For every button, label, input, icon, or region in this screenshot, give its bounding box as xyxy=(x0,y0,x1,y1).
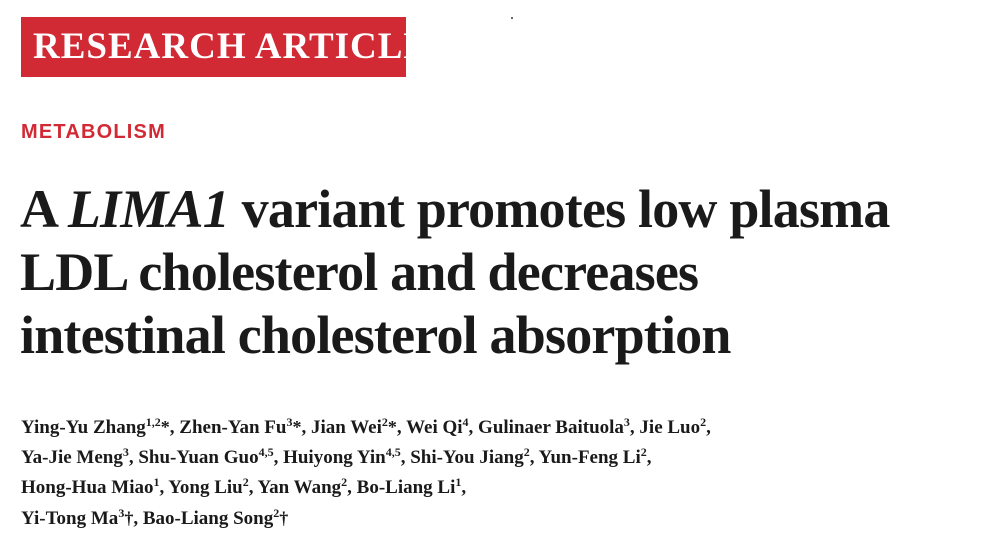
author-name: Huiyong Yin xyxy=(283,447,386,468)
author-entry: Yan Wang2, xyxy=(257,475,357,498)
author-entry: Jian Wei2*, xyxy=(310,415,407,438)
author-affiliation: 2 xyxy=(242,475,249,489)
author-affiliation: 2 xyxy=(273,506,280,520)
author-separator: , xyxy=(169,417,180,438)
author-separator: , xyxy=(396,417,407,438)
title-line-3: intestinal cholesterol absorption xyxy=(20,305,731,365)
title-gene-name: LIMA1 xyxy=(67,179,230,239)
author-affiliation: 1,2 xyxy=(145,415,161,429)
author-name: Yan Wang xyxy=(257,477,342,498)
author-name: Shi-You Jiang xyxy=(410,447,524,468)
author-separator: , xyxy=(133,508,143,529)
author-entry: Shi-You Jiang2, xyxy=(410,445,539,468)
author-name: Yi-Tong Ma xyxy=(21,508,119,529)
author-note-mark: * xyxy=(292,417,302,437)
author-affiliation: 2 xyxy=(381,415,388,429)
author-note-mark: * xyxy=(160,417,170,437)
author-list: Ying-Yu Zhang1,2*, Zhen-Yan Fu3*, Jian W… xyxy=(21,412,996,534)
author-affiliation: 4,5 xyxy=(385,445,401,459)
author-line: Ya-Jie Meng3, Shu-Yuan Guo4,5, Huiyong Y… xyxy=(21,443,996,473)
author-entry: Gulinaer Baituola3, xyxy=(478,415,640,438)
author-line: Ying-Yu Zhang1,2*, Zhen-Yan Fu3*, Jian W… xyxy=(21,412,996,443)
author-separator: , xyxy=(128,447,139,468)
author-separator: , xyxy=(400,447,411,468)
author-entry: Wei Qi4, xyxy=(406,415,479,438)
author-affiliation: 3 xyxy=(623,415,630,429)
author-affiliation: 2 xyxy=(341,475,348,489)
article-type-label: RESEARCH ARTICLE xyxy=(33,26,430,67)
author-entry: Bao-Liang Song2† xyxy=(142,506,289,529)
title-line-1-rest: variant promotes low plasma xyxy=(228,179,891,239)
author-affiliation: 4 xyxy=(462,415,469,429)
title-line-1: A LIMA1 variant promotes low plasma xyxy=(20,178,1005,241)
author-name: Wei Qi xyxy=(406,417,463,438)
author-entry: Yong Liu2, xyxy=(168,475,258,498)
title-line-2: LDL cholesterol and decreases xyxy=(20,242,699,302)
author-affiliation: 4,5 xyxy=(258,445,274,459)
author-separator: , xyxy=(529,447,539,468)
author-line: Yi-Tong Ma3†, Bao-Liang Song2† xyxy=(21,503,996,534)
author-affiliation: 3 xyxy=(118,506,125,520)
author-separator: , xyxy=(347,477,357,498)
scan-speck xyxy=(511,17,513,19)
author-name: Jie Luo xyxy=(639,417,701,438)
author-separator: , xyxy=(248,477,258,498)
author-entry: Yi-Tong Ma3†, xyxy=(21,506,143,529)
author-affiliation: 1 xyxy=(455,475,462,489)
author-affiliation: 3 xyxy=(286,415,293,429)
author-note-mark: † xyxy=(279,508,289,528)
author-separator: , xyxy=(273,447,284,468)
author-note-mark: † xyxy=(124,508,134,528)
section-heading: METABOLISM xyxy=(21,121,166,143)
author-separator: , xyxy=(301,417,311,438)
author-affiliation: 3 xyxy=(122,445,129,459)
author-name: Jian Wei xyxy=(310,417,382,438)
author-name: Gulinaer Baituola xyxy=(478,417,624,438)
article-title: A LIMA1 variant promotes low plasma LDL … xyxy=(20,178,1005,367)
author-name: Ying-Yu Zhang xyxy=(21,417,146,438)
author-separator: , xyxy=(461,477,467,498)
author-affiliation: 1 xyxy=(153,475,160,489)
author-entry: Hong-Hua Miao1, xyxy=(21,475,169,498)
author-affiliation: 2 xyxy=(700,415,707,429)
author-entry: Bo-Liang Li1, xyxy=(356,475,467,498)
author-name: Zhen-Yan Fu xyxy=(179,417,287,438)
author-name: Shu-Yuan Guo xyxy=(138,447,259,468)
author-entry: Huiyong Yin4,5, xyxy=(283,445,411,468)
author-entry: Zhen-Yan Fu3*, xyxy=(179,415,311,438)
author-line: Hong-Hua Miao1, Yong Liu2, Yan Wang2, Bo… xyxy=(21,473,996,503)
author-name: Ya-Jie Meng xyxy=(21,447,123,468)
author-affiliation: 2 xyxy=(640,445,647,459)
article-type-banner: RESEARCH ARTICLE xyxy=(21,17,428,77)
author-name: Yong Liu xyxy=(168,477,243,498)
author-affiliation: 2 xyxy=(523,445,530,459)
author-separator: , xyxy=(706,417,711,438)
author-entry: Jie Luo2, xyxy=(639,415,711,438)
author-name: Yun-Feng Li xyxy=(538,447,641,468)
author-entry: Yun-Feng Li2, xyxy=(538,445,652,468)
author-entry: Shu-Yuan Guo4,5, xyxy=(138,445,284,468)
author-separator: , xyxy=(646,447,652,468)
author-separator: , xyxy=(629,417,640,438)
author-separator: , xyxy=(159,477,169,498)
author-note-mark: * xyxy=(387,417,397,437)
title-prefix: A xyxy=(20,179,68,239)
author-name: Hong-Hua Miao xyxy=(21,477,154,498)
author-entry: Ying-Yu Zhang1,2*, xyxy=(21,415,180,438)
author-name: Bao-Liang Song xyxy=(142,508,274,529)
author-separator: , xyxy=(468,417,479,438)
author-entry: Ya-Jie Meng3, xyxy=(21,445,139,468)
author-name: Bo-Liang Li xyxy=(356,477,456,498)
